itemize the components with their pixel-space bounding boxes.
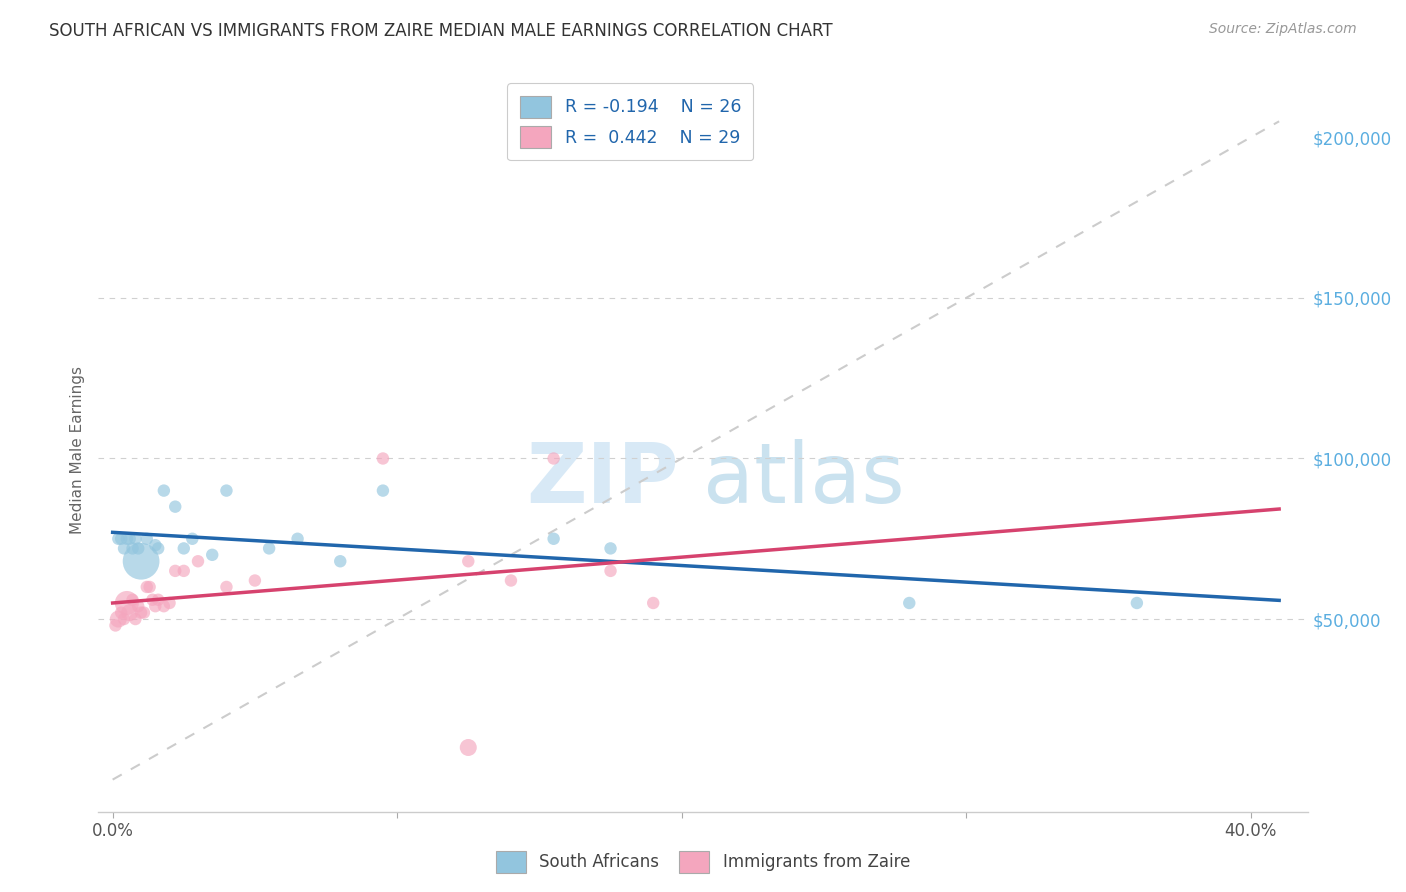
Text: atlas: atlas — [703, 439, 904, 520]
Point — [165, 500, 187, 514]
Point — [371, 451, 394, 466]
Legend: R = -0.194    N = 26, R =  0.442    N = 29: R = -0.194 N = 26, R = 0.442 N = 29 — [508, 84, 754, 161]
Point — [599, 541, 621, 556]
Point — [138, 580, 160, 594]
Point — [110, 532, 132, 546]
Point — [129, 554, 152, 568]
Legend: South Africans, Immigrants from Zaire: South Africans, Immigrants from Zaire — [489, 845, 917, 880]
Point — [118, 606, 141, 620]
Point — [121, 592, 143, 607]
Point — [146, 592, 169, 607]
Point — [143, 599, 166, 614]
Point — [243, 574, 266, 588]
Point — [141, 592, 163, 607]
Point — [107, 532, 129, 546]
Point — [173, 541, 195, 556]
Point — [287, 532, 309, 546]
Text: ZIP: ZIP — [526, 439, 679, 520]
Point — [457, 740, 479, 755]
Point — [153, 599, 176, 614]
Point — [187, 554, 209, 568]
Point — [118, 532, 141, 546]
Point — [898, 596, 921, 610]
Point — [104, 618, 127, 632]
Point — [457, 554, 479, 568]
Point — [121, 541, 143, 556]
Point — [543, 532, 565, 546]
Point — [257, 541, 280, 556]
Point — [165, 564, 187, 578]
Point — [135, 532, 157, 546]
Text: Source: ZipAtlas.com: Source: ZipAtlas.com — [1209, 22, 1357, 37]
Point — [499, 574, 522, 588]
Point — [159, 596, 181, 610]
Point — [329, 554, 352, 568]
Point — [371, 483, 394, 498]
Text: SOUTH AFRICAN VS IMMIGRANTS FROM ZAIRE MEDIAN MALE EARNINGS CORRELATION CHART: SOUTH AFRICAN VS IMMIGRANTS FROM ZAIRE M… — [49, 22, 832, 40]
Point — [201, 548, 224, 562]
Point — [112, 541, 135, 556]
Point — [643, 596, 665, 610]
Point — [543, 451, 565, 466]
Point — [215, 580, 238, 594]
Point — [181, 532, 204, 546]
Point — [146, 541, 169, 556]
Point — [599, 564, 621, 578]
Point — [129, 606, 152, 620]
Point — [107, 612, 129, 626]
Point — [127, 541, 149, 556]
Point — [112, 612, 135, 626]
Point — [173, 564, 195, 578]
Point — [115, 596, 138, 610]
Point — [115, 532, 138, 546]
Point — [1126, 596, 1149, 610]
Point — [135, 580, 157, 594]
Point — [132, 606, 155, 620]
Y-axis label: Median Male Earnings: Median Male Earnings — [70, 367, 86, 534]
Point — [124, 612, 146, 626]
Point — [110, 606, 132, 620]
Point — [124, 532, 146, 546]
Point — [143, 538, 166, 552]
Point — [215, 483, 238, 498]
Point — [127, 599, 149, 614]
Point — [153, 483, 176, 498]
